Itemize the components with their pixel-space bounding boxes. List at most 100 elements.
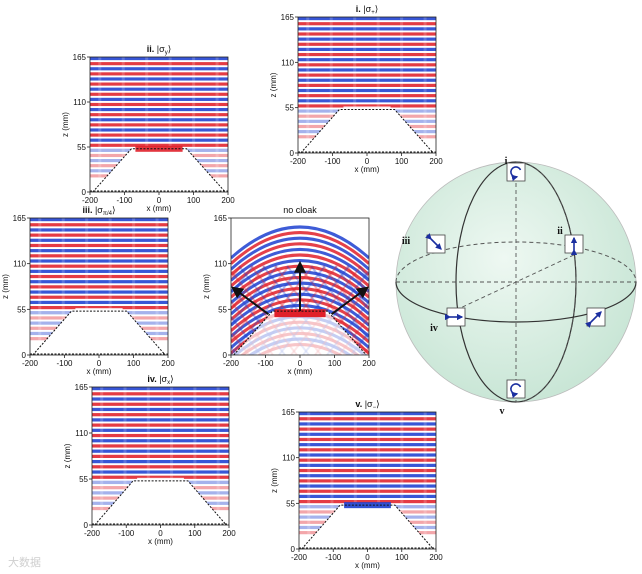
- field-band: [299, 474, 436, 478]
- panel-v: 0 55 110 165 -200 -100 0 100 200 x (mm) z (mm) v. |…: [270, 399, 443, 570]
- field-band: [298, 83, 436, 87]
- panel-title: i. |σ+⟩: [356, 4, 378, 16]
- field-band: [298, 42, 436, 46]
- field-band: [30, 280, 168, 284]
- x-axis-label: x (mm): [147, 204, 172, 213]
- y-axis-label: z (mm): [269, 72, 278, 97]
- meridian-back: [515, 161, 577, 403]
- cloak-region: [92, 148, 226, 192]
- y-axis-label: z (mm): [63, 443, 72, 468]
- field-band: [90, 128, 228, 132]
- field-band: [90, 102, 228, 107]
- field-streak: [121, 57, 125, 192]
- scattered-wave: [231, 265, 302, 355]
- field-band: [92, 407, 229, 412]
- field-band: [298, 47, 436, 52]
- field-band: [299, 463, 436, 467]
- field-band: [92, 428, 229, 432]
- panel-title: v. |σ−⟩: [355, 399, 379, 411]
- field-band: [298, 94, 436, 98]
- field-band: [90, 113, 228, 117]
- x-tick-label: 0: [158, 529, 163, 538]
- field-streak: [123, 387, 127, 525]
- field-band: [298, 22, 436, 26]
- field-band: [298, 73, 436, 77]
- field-band: [298, 37, 436, 41]
- wavefront: [231, 253, 369, 288]
- field-band: [92, 397, 229, 401]
- x-tick-label: 200: [429, 553, 443, 562]
- field-band: [299, 432, 436, 436]
- field-band: [30, 305, 168, 310]
- state-label: iii: [402, 236, 411, 247]
- state-iv: iv: [430, 307, 466, 334]
- scattered-wave: [346, 265, 369, 296]
- x-axis-label: x (mm): [355, 561, 380, 570]
- y-axis-label: z (mm): [1, 274, 10, 299]
- field-band: [90, 62, 228, 66]
- x-tick-label: -100: [118, 529, 135, 538]
- x-tick-label: 0: [365, 553, 370, 562]
- field-band: [92, 423, 229, 427]
- equator-front: [395, 281, 637, 323]
- x-tick-label: -200: [82, 196, 99, 205]
- cloak-side: [394, 505, 436, 549]
- field-streak: [400, 17, 404, 153]
- field-streak: [215, 57, 219, 192]
- field-band: [299, 437, 436, 442]
- field-streak: [155, 218, 159, 355]
- x-tick-label: 200: [362, 359, 376, 368]
- x-tick-label: 100: [127, 359, 141, 368]
- field-band: [299, 448, 436, 452]
- x-tick-label: 100: [188, 529, 202, 538]
- field-band: [298, 63, 436, 67]
- field-band: [30, 249, 168, 253]
- field-band: [92, 387, 229, 391]
- x-tick-label: -200: [291, 553, 308, 562]
- scattered-wave: [298, 265, 369, 355]
- cloak-side: [92, 480, 134, 525]
- field-band: [298, 27, 436, 31]
- field-band: [298, 32, 436, 36]
- field-band: [299, 458, 436, 462]
- wavefront: [231, 231, 369, 265]
- field-band: [299, 412, 436, 416]
- y-axis-label: z (mm): [270, 468, 279, 493]
- field-band: [299, 484, 436, 488]
- cloak-side: [30, 311, 72, 355]
- scattered-wave: [231, 265, 266, 311]
- field-streak: [108, 218, 112, 355]
- field-streak: [307, 412, 311, 549]
- y-tick-label: 110: [281, 58, 294, 67]
- field-band: [92, 418, 229, 422]
- field-band: [92, 413, 229, 417]
- cloak-side: [394, 109, 436, 153]
- field-band: [299, 443, 436, 447]
- state-label: v: [500, 406, 505, 417]
- x-tick-label: -100: [324, 157, 341, 166]
- field-band: [30, 259, 168, 263]
- field-band: [30, 218, 168, 222]
- field-map: [30, 218, 168, 355]
- field-band: [90, 97, 228, 101]
- x-tick-label: 200: [429, 157, 443, 166]
- field-band: [90, 67, 228, 71]
- panel-iii: 0 55 110 165 -200 -100 0 100 200 x (mm) z (mm) iii.…: [1, 205, 175, 376]
- y-tick-label: 165: [13, 214, 27, 223]
- field-streak: [306, 17, 310, 153]
- state-label: iv: [430, 323, 438, 334]
- x-tick-label: 100: [395, 553, 409, 562]
- field-map: [299, 412, 436, 549]
- wavefront: [231, 259, 369, 293]
- x-tick-label: 100: [187, 196, 201, 205]
- field-band: [92, 470, 229, 474]
- panel-title: iv. |σx⟩: [147, 374, 173, 386]
- cloak-region: [300, 109, 434, 153]
- cloak-region: [94, 480, 227, 525]
- field-band: [298, 68, 436, 72]
- field-band: [90, 92, 228, 96]
- cloak-region: [301, 505, 434, 549]
- field-band: [30, 285, 168, 289]
- y-tick-label: 0: [223, 351, 228, 360]
- cloak-side: [186, 148, 228, 192]
